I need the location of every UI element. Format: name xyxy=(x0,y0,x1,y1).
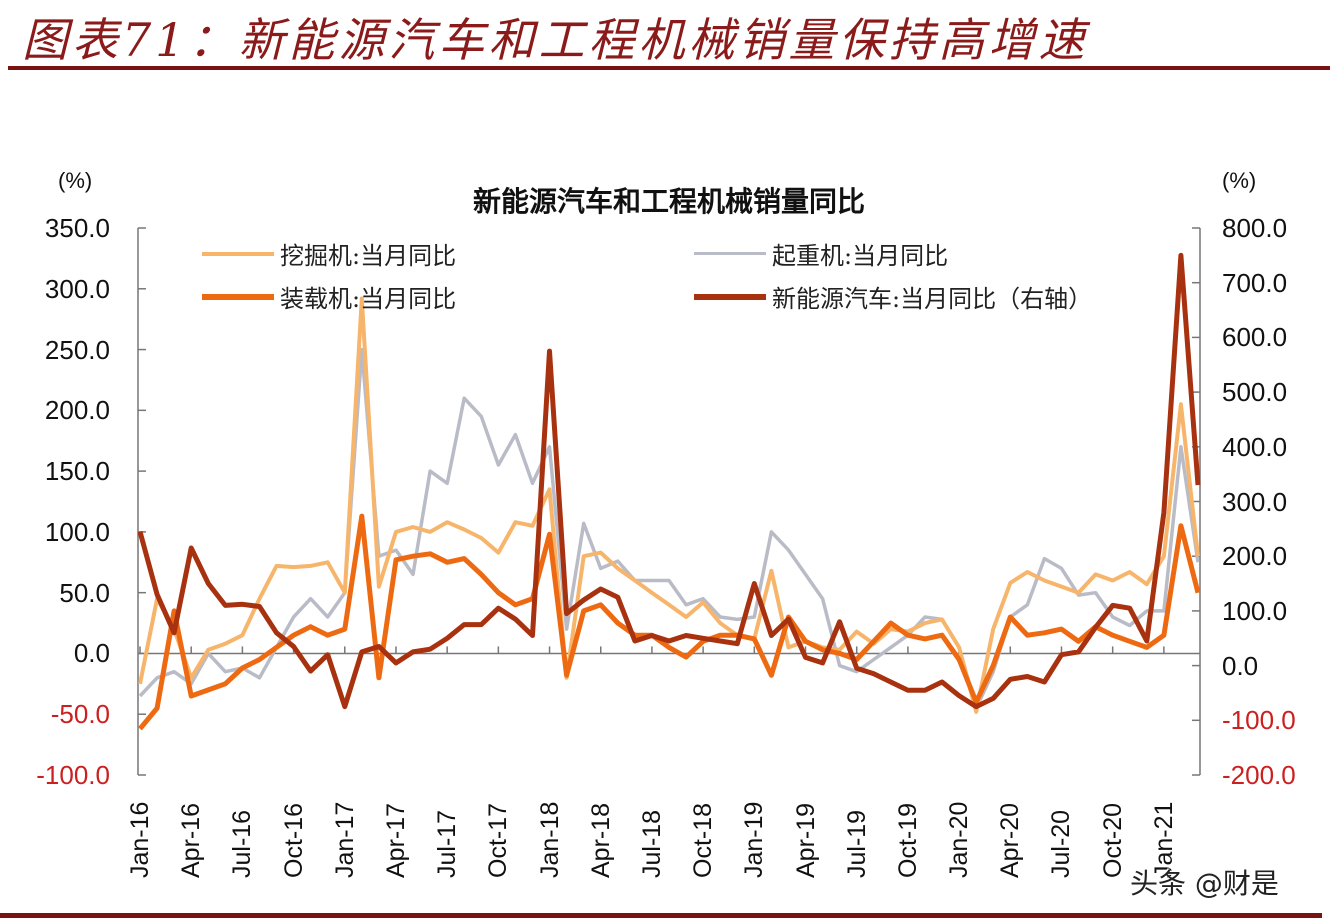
left-axis-tick-label: 300.0 xyxy=(44,273,110,304)
left-axis-tick-label: 350.0 xyxy=(44,213,110,243)
legend-swatch-excavator-icon xyxy=(202,251,274,256)
legend-item-loader: 装载机:当月同比 xyxy=(202,279,456,314)
legend-label: 挖掘机:当月同比 xyxy=(280,242,457,270)
legend-swatch-crane-icon xyxy=(694,252,766,255)
right-axis-tick-label: 200.0 xyxy=(1222,541,1288,572)
right-axis-tick-label: 100.0 xyxy=(1222,595,1288,626)
right-axis-unit: (%) xyxy=(1222,168,1257,193)
left-axis-tick-label: 0.0 xyxy=(73,638,110,669)
watermark: 头条 @财是 xyxy=(1130,867,1279,900)
left-axis-tick-label: -100.0 xyxy=(36,760,110,790)
left-axis-tick-label: 150.0 xyxy=(44,456,110,487)
right-axis-tick-label: 400.0 xyxy=(1222,431,1288,462)
right-axis-tick-label: 700.0 xyxy=(1222,267,1288,298)
series-line-2 xyxy=(138,513,1201,731)
series-line-3 xyxy=(137,252,1201,710)
right-axis-tick-label: 600.0 xyxy=(1222,322,1288,353)
left-axis-tick-label: 50.0 xyxy=(59,577,110,608)
right-axis-tick-label: 800.0 xyxy=(1222,213,1288,243)
left-axis-tick-label: 100.0 xyxy=(44,516,110,547)
left-axis-tick-label: 200.0 xyxy=(44,395,110,426)
series-line-1 xyxy=(138,347,1200,710)
legend-item-excavator: 挖掘机:当月同比 xyxy=(202,236,456,271)
legend-label: 装载机:当月同比 xyxy=(280,285,457,313)
right-axis-tick-label: 500.0 xyxy=(1222,377,1288,408)
legend-item-nev: 新能源汽车:当月同比（右轴） xyxy=(694,279,1092,314)
chart-title: 新能源汽车和工程机械销量同比 xyxy=(472,185,865,218)
right-axis-tick-label: -100.0 xyxy=(1222,705,1296,736)
series-line-0 xyxy=(138,296,1200,714)
left-axis-tick-label: -50.0 xyxy=(50,699,110,730)
legend-swatch-nev-icon xyxy=(694,293,766,300)
title-divider xyxy=(8,66,1330,70)
right-axis-tick-label: 300.0 xyxy=(1222,486,1288,517)
figure-title: 图表71：新能源汽车和工程机械销量保持高增速 xyxy=(22,13,1089,67)
left-axis-unit: (%) xyxy=(58,168,93,193)
legend-label: 新能源汽车:当月同比（右轴） xyxy=(772,285,1093,313)
left-axis-tick-label: 250.0 xyxy=(44,334,110,365)
bottom-divider xyxy=(0,913,1322,918)
legend-label: 起重机:当月同比 xyxy=(772,242,949,270)
legend-item-crane: 起重机:当月同比 xyxy=(694,236,948,271)
right-axis-tick-label: 0.0 xyxy=(1222,650,1259,681)
legend-swatch-loader-icon xyxy=(202,293,274,300)
right-axis-tick-label: -200.0 xyxy=(1222,760,1296,790)
